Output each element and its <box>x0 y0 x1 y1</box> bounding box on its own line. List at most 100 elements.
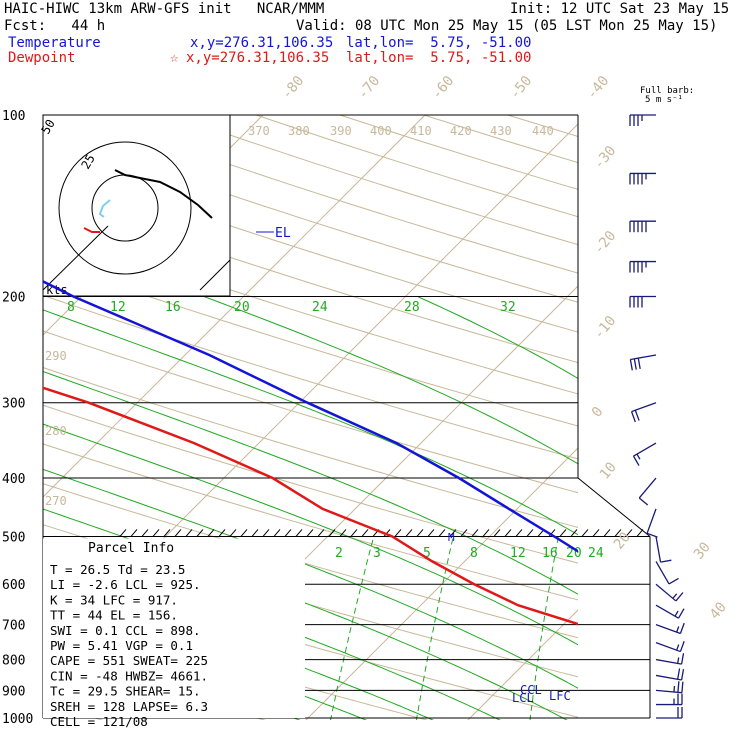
wind-barb <box>638 477 657 506</box>
mixing-ratio-label: 12 <box>510 546 526 561</box>
hatch-mark <box>526 529 534 537</box>
lcl-label: LCL <box>512 691 534 705</box>
parcel-info-row: LI = -2.6 LCL = 925. <box>50 577 201 592</box>
mixing-ratio-label: 16 <box>542 546 558 561</box>
moist-adiabat-label: 20 <box>234 300 250 315</box>
parcel-info-row: CIN = -48 HWBZ= 4661. <box>50 668 208 683</box>
hatch-mark <box>240 529 248 537</box>
parcel-info-row: K = 34 LFC = 917. <box>50 592 178 607</box>
isotherm-label: -20 <box>591 228 620 258</box>
wind-barb <box>629 295 656 308</box>
theta-label: 270 <box>45 494 67 508</box>
wind-barb-staff <box>655 536 662 563</box>
dewpoint-profile <box>43 386 578 626</box>
hatch-mark <box>163 529 171 537</box>
hatch-mark <box>306 529 314 537</box>
hatch-mark <box>361 529 369 537</box>
wind-barb-flag <box>637 357 641 370</box>
hatch-mark <box>493 529 501 537</box>
dewpoint-xy: x,y=276.31,106.35 <box>186 50 330 66</box>
temperature-legend-label: Temperature <box>8 35 101 51</box>
wind-barb-flag <box>677 668 681 680</box>
pressure-label: 400 <box>2 472 25 487</box>
dry-adiabat-line <box>43 443 578 601</box>
hatch-mark <box>625 529 633 537</box>
moist-adiabat-line <box>614 297 740 731</box>
valid-time: Valid: 08 UTC Mon 25 May 15 (05 LST Mon … <box>296 18 718 34</box>
wind-barb-flag <box>638 497 649 506</box>
wind-barb-flag <box>680 669 685 681</box>
wind-barb-staff <box>655 674 682 681</box>
isotherm-label: 30 <box>691 539 714 562</box>
dry-adiabat-line <box>592 115 740 731</box>
wind-barb <box>656 693 683 706</box>
wind-barb <box>655 668 685 681</box>
dry-adiabat-line <box>43 259 578 427</box>
hatch-mark <box>416 529 424 537</box>
parcel-info-row: T = 26.5 Td = 23.5 <box>50 562 185 577</box>
dry-adiabat-line <box>507 115 578 138</box>
mixing-ratio-label: 8 <box>470 546 478 561</box>
hatch-mark <box>405 529 413 537</box>
theta-label: 430 <box>490 124 512 138</box>
parcel-info-row: TT = 44 EL = 156. <box>50 608 178 623</box>
moist-adiabat-label: 24 <box>312 300 328 315</box>
hatch-mark <box>460 529 468 537</box>
wind-barb-half <box>674 610 679 617</box>
hatch-mark <box>504 529 512 537</box>
hatch-mark <box>636 529 644 537</box>
hatch-mark <box>295 529 303 537</box>
mixing-ratio-line <box>529 536 559 720</box>
mixing-ratio-label: 5 <box>423 546 431 561</box>
wind-barb <box>629 172 656 185</box>
wind-barb <box>630 402 657 423</box>
hatch-mark <box>284 529 292 537</box>
hatch-mark <box>141 529 149 537</box>
moist-adiabat-line <box>203 296 578 465</box>
dry-adiabat-line <box>43 330 578 494</box>
isotherm-line <box>43 115 426 498</box>
hatch-mark <box>394 529 402 537</box>
theta-label: 400 <box>370 124 392 138</box>
moist-adiabat-label: 8 <box>67 300 75 315</box>
moist-adiabat-label: 12 <box>110 300 126 315</box>
dewpoint-latlon: lat,lon= 5.75, -51.00 <box>346 50 532 66</box>
wind-barb <box>629 220 656 233</box>
wind-barb <box>632 442 657 466</box>
hatch-mark <box>482 529 490 537</box>
mixing-ratio-line <box>330 536 375 720</box>
hatch-mark <box>328 529 336 537</box>
pressure-label: 1000 <box>2 712 33 727</box>
wind-barb-flag <box>681 681 684 693</box>
hatch-mark <box>229 529 237 537</box>
wind-barb <box>655 583 684 602</box>
pressure-label: 500 <box>2 530 25 545</box>
wind-barb <box>655 561 679 585</box>
hodograph-diagonal <box>42 225 109 291</box>
parcel-info-row: CELL = 121/08 <box>50 714 148 729</box>
wind-barb-flag <box>677 608 685 619</box>
moist-adiabat-line <box>43 370 578 595</box>
theta-label: 440 <box>532 124 554 138</box>
wind-barb <box>629 114 656 126</box>
wind-barb-flag <box>680 653 685 665</box>
hatch-mark <box>218 529 226 537</box>
wind-barb <box>655 640 685 653</box>
ccl-label: CCL <box>520 683 542 697</box>
isotherm-label: 40 <box>707 599 730 622</box>
m-label: M <box>448 531 455 544</box>
hodograph-trace-low <box>98 199 111 218</box>
el-label: EL <box>275 226 291 241</box>
hatch-mark <box>251 529 259 537</box>
pressure-label: 900 <box>2 684 25 699</box>
parcel-info-row: PW = 5.41 VGP = 0.1 <box>50 638 193 653</box>
moist-adiabat-label: 16 <box>165 300 181 315</box>
lfc-label: LFC <box>549 689 571 703</box>
wind-barb-half <box>672 593 678 599</box>
theta-label: 390 <box>330 124 352 138</box>
isotherm-label: 20 <box>611 529 634 552</box>
wind-barb <box>629 354 657 371</box>
isotherm-label: -60 <box>429 73 458 103</box>
parcel-info-title: Parcel Info <box>88 541 174 556</box>
moist-adiabat-label: 28 <box>404 300 420 315</box>
